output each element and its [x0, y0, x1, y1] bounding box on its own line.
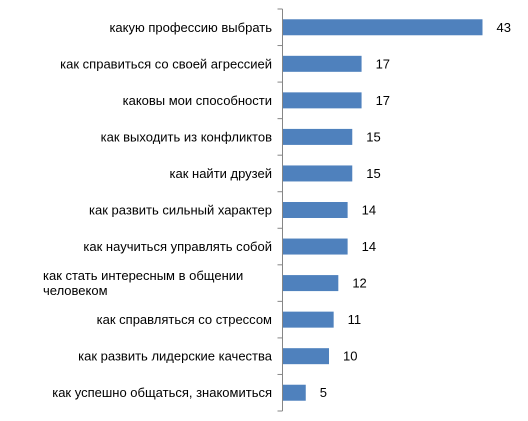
- category-label-line: как справиться со своей агрессией: [60, 56, 272, 71]
- category-label: как справиться со своей агрессией: [60, 56, 272, 71]
- value-label: 15: [366, 129, 380, 144]
- category-label: какую профессию выбрать: [109, 20, 272, 35]
- bar: [282, 275, 339, 292]
- value-label: 11: [348, 312, 362, 327]
- value-label: 17: [376, 56, 390, 71]
- bar: [282, 311, 334, 328]
- bar: [282, 202, 348, 218]
- category-label: как найти друзей: [170, 166, 272, 181]
- bar: [282, 384, 306, 401]
- category-label-line: как стать интересным в общении: [43, 268, 243, 283]
- category-label: как стать интересным в общении человеком: [43, 268, 243, 298]
- value-label: 14: [362, 239, 376, 254]
- bar: [282, 348, 330, 365]
- y-axis-ticks-group: [277, 8, 283, 412]
- category-label-line: как развить сильный характер: [89, 203, 272, 218]
- value-label: 5: [320, 385, 327, 400]
- category-label-line: как научиться управлять собой: [83, 239, 272, 254]
- category-label-line: как развить лидерские качества: [78, 349, 273, 364]
- bar: [282, 165, 353, 182]
- category-labels-group: какую профессию выбрать как справиться со…: [43, 20, 273, 400]
- category-label: как развить лидерские качества: [78, 349, 273, 364]
- bar: [282, 92, 362, 109]
- category-label: каковы мои способности: [123, 93, 272, 108]
- value-label: 17: [376, 93, 390, 108]
- bar: [282, 19, 483, 36]
- category-label: как выходить из конфликтов: [101, 129, 272, 144]
- category-label-line: какую профессию выбрать: [109, 20, 272, 35]
- category-label: как успешно общаться, знакомиться: [52, 385, 272, 400]
- value-label: 12: [352, 276, 366, 291]
- category-label-line: человеком: [43, 283, 108, 298]
- value-label: 10: [343, 349, 357, 364]
- category-label: как развить сильный характер: [89, 203, 272, 218]
- category-label-line: каковы мои способности: [123, 93, 272, 108]
- value-label: 14: [362, 203, 376, 218]
- bar: [282, 128, 353, 145]
- category-label: как научиться управлять собой: [83, 239, 272, 254]
- category-label-line: как успешно общаться, знакомиться: [52, 385, 272, 400]
- bars-group: [282, 19, 483, 401]
- value-label: 15: [366, 166, 380, 181]
- category-label-line: как найти друзей: [170, 166, 272, 181]
- value-labels-group: 43 17 17 15 15 14 14 12 11 10 5: [320, 20, 511, 400]
- bar: [282, 55, 362, 72]
- category-label-line: как справляться со стрессом: [97, 312, 272, 327]
- value-label: 43: [497, 20, 511, 35]
- category-label-line: как выходить из конфликтов: [101, 129, 272, 144]
- bar: [282, 238, 348, 255]
- category-label: как справляться со стрессом: [97, 312, 272, 327]
